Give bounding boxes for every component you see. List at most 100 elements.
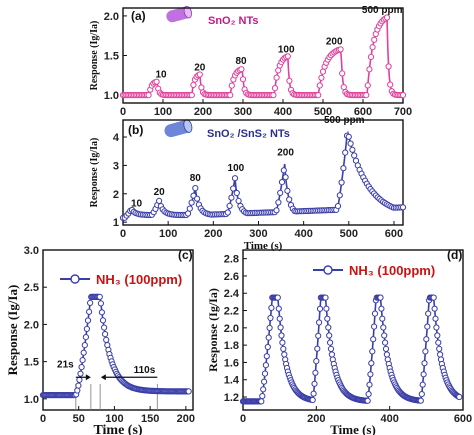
x-tick-label: 100 (154, 106, 172, 118)
data-point (86, 308, 93, 315)
data-point (345, 133, 352, 140)
series-line (43, 296, 189, 396)
recovery-time-arrowhead (100, 374, 106, 381)
x-tick-label: 0 (240, 413, 246, 425)
panel-b: (b) SnO₂ /SnS₂ NTs 0 100 200 300 400 500 600 1 2… (89, 115, 407, 252)
data-point (337, 46, 344, 53)
x-tick-label: 300 (249, 228, 267, 240)
data-point (284, 187, 291, 194)
data-point (349, 146, 356, 153)
data-point (456, 393, 463, 401)
data-point (233, 189, 240, 197)
data-point (431, 305, 438, 312)
data-point (230, 185, 237, 192)
data-point (422, 348, 429, 355)
plot-frame (42, 249, 194, 411)
panel-c: (c) NH₃ (100ppm) 0 50 100 150 200 1.0 1.5 2.0 2.… (5, 245, 195, 435)
data-point (338, 179, 345, 186)
data-point (188, 199, 195, 206)
data-point (228, 82, 235, 89)
data-point (433, 324, 440, 331)
data-point (425, 310, 432, 317)
data-point (263, 353, 270, 360)
data-point (261, 370, 269, 377)
x-tick-label: 200 (194, 106, 212, 118)
data-point (381, 332, 388, 339)
y-tick-label: 2.2 (224, 306, 239, 318)
data-point (363, 92, 370, 99)
data-point (399, 92, 407, 99)
data-point (102, 331, 109, 338)
legend-c-text: NH₃ (100ppm) (96, 272, 182, 287)
data-point (238, 66, 245, 73)
data-point (382, 339, 389, 346)
y-tick-label: 3 (113, 160, 119, 172)
x-tick-label: 300 (234, 106, 252, 118)
legend-d: NH₃ (100ppm) (313, 263, 435, 278)
plot-frame (122, 7, 404, 104)
data-point (270, 92, 277, 99)
data-point (268, 304, 275, 311)
data-point (310, 390, 317, 397)
y-axis-title: Response (Ig/Ia) (89, 21, 100, 91)
data-point (83, 325, 91, 332)
data-point (347, 140, 354, 147)
data-point (311, 380, 318, 387)
data-point (371, 310, 379, 317)
data-point (322, 294, 329, 301)
legend-d-marker (323, 265, 333, 275)
x-tick-label: 0 (120, 228, 126, 240)
data-point (430, 294, 437, 301)
y-tick-label: 1 (113, 217, 119, 229)
data-point (417, 397, 424, 404)
data-point (385, 63, 392, 70)
data-point (259, 393, 266, 400)
data-point (194, 195, 201, 202)
data-point (435, 339, 442, 346)
data-point (275, 199, 282, 206)
data-point (145, 92, 152, 99)
data-point (262, 362, 269, 369)
data-point (224, 209, 231, 216)
data-point (74, 387, 81, 394)
x-tick-label: 600 (454, 413, 472, 425)
y-tick-label: 2.0 (24, 319, 39, 331)
data-point (366, 66, 373, 73)
y-tick-label: 1.0 (24, 394, 39, 406)
data-point (235, 197, 242, 204)
data-point (258, 398, 265, 405)
y-tick-label: 1.6 (224, 357, 239, 369)
data-point (364, 82, 371, 89)
x-tick-label: 400 (294, 228, 312, 240)
data-point (399, 204, 407, 211)
data-point (328, 351, 335, 358)
data-point (77, 370, 84, 377)
data-point (419, 381, 426, 388)
x-tick-label: 50 (73, 413, 85, 425)
y-tick-label: 1.0 (104, 90, 119, 102)
legend-d-text: NH₃ (100ppm) (349, 263, 435, 278)
data-label: 100 (228, 163, 245, 174)
response-time-label: 21s (57, 360, 74, 371)
data-point (196, 71, 203, 78)
y-axis-title: Response (Ig/Ia) (206, 288, 220, 372)
data-point (436, 345, 443, 352)
data-point (79, 357, 86, 364)
series-line (123, 16, 403, 96)
data-point (98, 309, 106, 316)
data-point (371, 323, 378, 330)
data-point (380, 324, 387, 331)
data-point (336, 192, 343, 199)
data-point (99, 317, 107, 324)
data-point (367, 371, 374, 378)
nanotube-icon-a (166, 5, 192, 23)
data-point (323, 305, 330, 312)
y-tick-label: 1.5 (104, 51, 119, 63)
data-point (103, 336, 110, 343)
data-point (340, 165, 347, 172)
plot-frame (122, 119, 404, 226)
panel-b-label: (b) (128, 123, 143, 137)
data-point (368, 360, 375, 367)
data-point (418, 391, 425, 398)
x-tick-label: 500 (314, 106, 332, 118)
